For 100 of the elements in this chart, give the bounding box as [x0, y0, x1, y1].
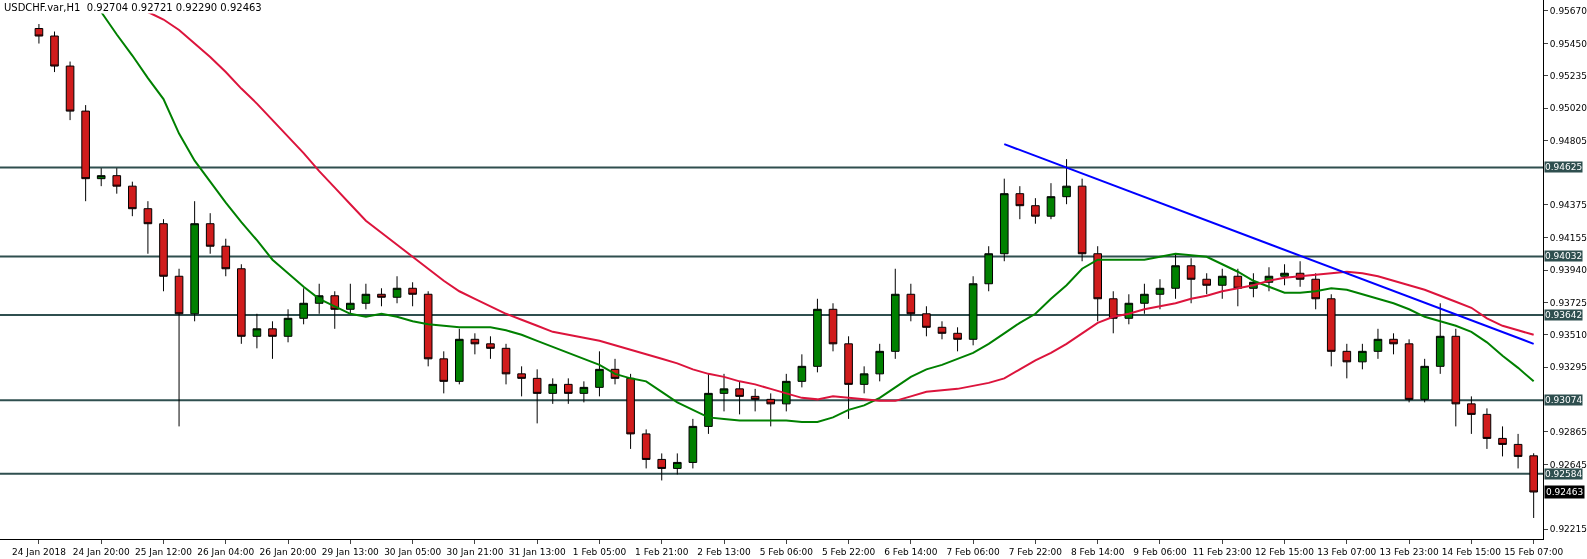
x-tick-label: 26 Jan 20:00	[259, 546, 317, 557]
candlestick	[922, 305, 931, 337]
candlestick	[890, 268, 900, 360]
candlestick	[548, 377, 558, 405]
candlestick	[1233, 268, 1243, 307]
candlestick	[953, 326, 962, 352]
candlestick	[1015, 185, 1025, 220]
x-tick-label: 15 Feb 07:00	[1504, 546, 1564, 557]
candlestick	[1435, 302, 1445, 375]
candlestick	[455, 328, 464, 385]
x-tick-label: 26 Jan 04:00	[197, 546, 255, 557]
candlestick	[719, 373, 729, 412]
x-tick-label: 1 Feb 21:00	[635, 546, 689, 557]
x-tick-label: 8 Feb 14:00	[1071, 546, 1125, 557]
candlestick	[439, 350, 449, 394]
x-tick-label: 13 Feb 23:00	[1379, 546, 1439, 557]
candlestick	[1373, 328, 1383, 360]
candlestick	[1311, 272, 1320, 310]
candlestick	[1031, 197, 1040, 225]
candlestick	[1404, 338, 1414, 403]
candlestick	[1062, 158, 1071, 205]
candlestick	[65, 61, 75, 121]
ref-line-label: 0.92584	[1545, 469, 1583, 479]
candlestick	[1389, 332, 1398, 355]
ref-line-label: 0.93074	[1545, 395, 1583, 405]
candlestick	[859, 365, 869, 394]
x-tick-label: 5 Feb 06:00	[759, 546, 814, 557]
candlestick	[1358, 343, 1367, 370]
candlestick	[1077, 178, 1087, 262]
candlestick	[408, 281, 417, 307]
candlestick	[174, 268, 184, 427]
x-tick-label: 29 Jan 13:00	[321, 546, 380, 557]
candlestick	[1420, 358, 1429, 403]
candlestick	[361, 283, 371, 310]
candlestick	[299, 287, 308, 325]
candlestick	[34, 23, 44, 45]
candlestick	[844, 335, 853, 420]
candlestick	[283, 308, 293, 343]
x-tick-label: 7 Feb 06:00	[946, 546, 1001, 557]
candlestick	[237, 263, 246, 345]
x-tick-label: 24 Jan 20:00	[72, 546, 130, 557]
candlestick	[1498, 425, 1507, 457]
candlestick	[968, 275, 978, 346]
x-tick-label: 25 Jan 12:00	[135, 546, 193, 557]
candlestick	[96, 167, 106, 187]
x-tick-label: 24 Jan 2018	[11, 546, 67, 557]
y-tick-label: 0.92645	[1549, 459, 1587, 470]
y-tick-label: 0.95235	[1549, 70, 1587, 81]
candlestick	[268, 320, 277, 360]
y-tick-label: 0.93940	[1549, 265, 1587, 276]
candlestick	[735, 380, 744, 415]
candlestick	[657, 452, 667, 481]
candlestick	[750, 388, 760, 412]
candlestick	[1155, 278, 1165, 310]
candlestick	[501, 343, 511, 385]
candlestick	[1140, 283, 1149, 315]
candlestick	[1093, 245, 1103, 322]
y-tick-label: 0.94805	[1549, 135, 1587, 146]
candlestick	[999, 178, 1009, 262]
candlestick	[1217, 268, 1227, 300]
candlestick	[205, 212, 215, 255]
candlestick	[1186, 257, 1196, 304]
x-tick-label: 5 Feb 22:00	[821, 546, 876, 557]
y-tick-label: 0.92865	[1549, 426, 1587, 437]
candlestick	[1108, 290, 1118, 334]
x-tick-label: 2 Feb 13:00	[697, 546, 751, 557]
candlestick	[766, 392, 776, 427]
candlestick	[828, 302, 838, 352]
candlestick	[1342, 343, 1352, 379]
candlestick	[532, 368, 542, 424]
candlestick	[1513, 433, 1523, 469]
ref-line-label: 0.93642	[1545, 310, 1583, 320]
candlestick	[1171, 253, 1180, 300]
candlestick	[781, 373, 791, 412]
candlestick	[672, 452, 682, 475]
candlestick	[564, 377, 573, 405]
candlestick	[937, 320, 947, 340]
candlestick	[906, 283, 916, 322]
annotation: 0.92463	[1546, 487, 1584, 497]
candlestick	[1202, 272, 1211, 295]
candlestick	[112, 167, 122, 195]
x-tick-label: 6 Feb 14:00	[884, 546, 938, 557]
candlestick	[221, 238, 231, 277]
x-tick-label: 30 Jan 05:00	[384, 546, 442, 557]
candlestick	[641, 428, 651, 469]
x-tick-label: 11 Feb 23:00	[1192, 546, 1253, 557]
candlestick	[797, 353, 807, 388]
y-tick-label: 0.92215	[1549, 524, 1587, 535]
y-tick-label: 0.95670	[1549, 5, 1587, 16]
candlestick	[626, 373, 635, 450]
candlestick	[50, 31, 59, 73]
x-tick-label: 30 Jan 21:00	[446, 546, 504, 557]
candlestick	[595, 350, 604, 397]
y-tick-label: 0.93510	[1549, 329, 1587, 340]
candlestick	[377, 287, 386, 307]
candlestick	[252, 313, 262, 349]
y-tick-label: 0.93725	[1549, 297, 1587, 308]
candlestick	[1046, 182, 1056, 220]
candlestick	[1326, 293, 1336, 367]
chart-title: USDCHF.var,H1 0.92704 0.92721 0.92290 0.92463	[4, 2, 262, 13]
